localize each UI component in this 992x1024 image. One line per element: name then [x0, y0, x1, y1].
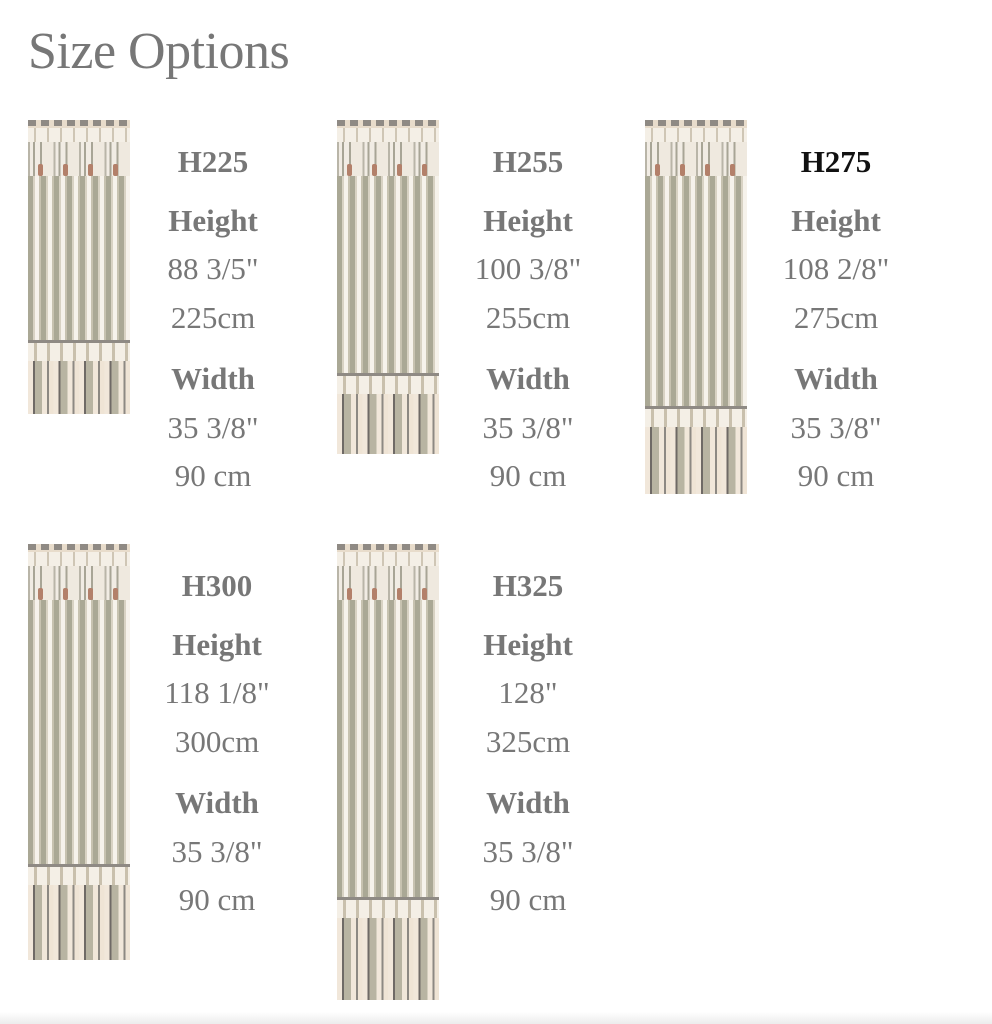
tassel: [63, 588, 68, 600]
tassel: [397, 164, 402, 176]
size-code[interactable]: H225: [177, 144, 249, 179]
width-cm: 90 cm: [489, 458, 567, 493]
wallpaper-preview[interactable]: [28, 120, 130, 414]
stripes: [28, 176, 130, 340]
width-cm: 90 cm: [797, 458, 875, 493]
bottom-stripes: [337, 394, 439, 454]
bottom-frieze: [645, 406, 747, 427]
top-frieze: [28, 544, 130, 566]
top-frieze: [337, 544, 439, 566]
bottom-stripes: [337, 918, 439, 1000]
width-inches: 35 3/8": [790, 410, 882, 445]
stripes: [337, 176, 439, 373]
tassel: [422, 164, 427, 176]
bottom-edge: [0, 1012, 992, 1024]
stripes: [28, 600, 130, 864]
tassel: [730, 164, 735, 176]
tassel: [113, 164, 118, 176]
height-cm: 325cm: [485, 724, 571, 759]
stripes: [337, 600, 439, 897]
height-label: Height: [172, 627, 262, 662]
height-inches: 100 3/8": [474, 251, 582, 286]
page-title: Size Options: [28, 23, 290, 80]
tassel: [113, 588, 118, 600]
wallpaper-preview[interactable]: [28, 544, 130, 960]
top-frieze: [645, 120, 747, 142]
height-cm: 300cm: [174, 724, 260, 759]
height-label: Height: [483, 627, 573, 662]
height-label: Height: [483, 203, 573, 238]
width-inches: 35 3/8": [482, 410, 574, 445]
width-cm: 90 cm: [178, 882, 256, 917]
height-inches: 108 2/8": [782, 251, 890, 286]
height-cm: 275cm: [793, 300, 879, 335]
valance: [337, 566, 439, 600]
size-code[interactable]: H275: [800, 144, 872, 179]
size-code[interactable]: H255: [492, 144, 564, 179]
width-inches: 35 3/8": [482, 834, 574, 869]
top-frieze: [28, 120, 130, 142]
height-cm: 225cm: [170, 300, 256, 335]
width-label: Width: [171, 361, 255, 396]
bottom-frieze: [28, 340, 130, 361]
size-code[interactable]: H325: [492, 568, 564, 603]
tassel: [397, 588, 402, 600]
tassel: [680, 164, 685, 176]
width-cm: 90 cm: [174, 458, 252, 493]
valance: [28, 142, 130, 176]
valance: [28, 566, 130, 600]
wallpaper-preview[interactable]: [337, 544, 439, 1000]
bottom-stripes: [645, 427, 747, 494]
valance: [337, 142, 439, 176]
tassel: [422, 588, 427, 600]
bottom-frieze: [337, 897, 439, 918]
size-code[interactable]: H300: [181, 568, 253, 603]
bottom-frieze: [337, 373, 439, 394]
bottom-stripes: [28, 885, 130, 960]
bottom-frieze: [28, 864, 130, 885]
tassel: [63, 164, 68, 176]
height-inches: 118 1/8": [164, 675, 270, 710]
width-inches: 35 3/8": [171, 834, 263, 869]
bottom-stripes: [28, 361, 130, 414]
tassel: [347, 164, 352, 176]
width-label: Width: [486, 785, 570, 820]
tassel: [655, 164, 660, 176]
wallpaper-preview[interactable]: [337, 120, 439, 454]
width-cm: 90 cm: [489, 882, 567, 917]
tassel: [38, 588, 43, 600]
tassel: [705, 164, 710, 176]
height-label: Height: [791, 203, 881, 238]
tassel: [88, 164, 93, 176]
height-cm: 255cm: [485, 300, 571, 335]
tassel: [88, 588, 93, 600]
width-label: Width: [794, 361, 878, 396]
width-label: Width: [175, 785, 259, 820]
height-inches: 128": [498, 675, 558, 710]
width-label: Width: [486, 361, 570, 396]
tassel: [347, 588, 352, 600]
stripes: [645, 176, 747, 406]
wallpaper-preview[interactable]: [645, 120, 747, 494]
height-label: Height: [168, 203, 258, 238]
tassel: [38, 164, 43, 176]
top-frieze: [337, 120, 439, 142]
tassel: [372, 164, 377, 176]
height-inches: 88 3/5": [167, 251, 259, 286]
width-inches: 35 3/8": [167, 410, 259, 445]
valance: [645, 142, 747, 176]
tassel: [372, 588, 377, 600]
